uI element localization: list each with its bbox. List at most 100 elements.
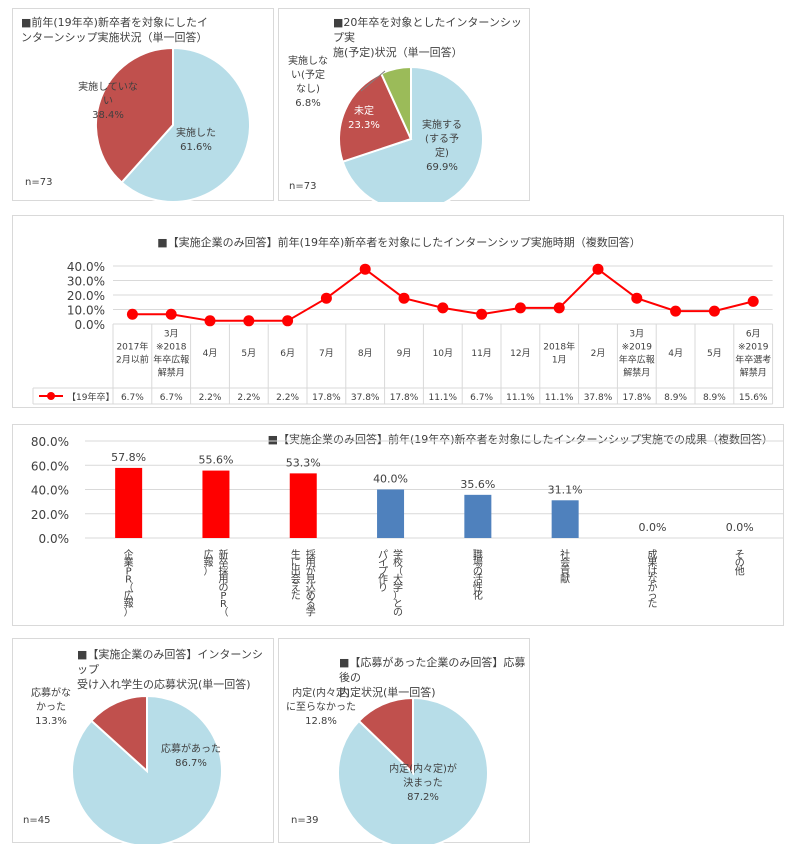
bar-category-char: 作 (378, 574, 388, 586)
line-xtick-label: 2月 (591, 348, 606, 359)
line-table-value: 37.8% (584, 393, 613, 403)
pie4-label-no: 内定(内々定) に至らなかった 12.8% (286, 688, 356, 727)
bar-category-char: そ (735, 549, 745, 561)
line-table-value: 6.7% (470, 393, 493, 403)
pie2-chart (338, 65, 484, 202)
bar-category-char: 貢 (560, 565, 570, 577)
bar-category-char: の (473, 566, 483, 577)
line-table-value: 11.1% (429, 393, 458, 403)
bar-category-char: （ (124, 582, 134, 594)
pie2-slice-0 (341, 65, 484, 202)
bar-category-char: 込 (306, 582, 316, 594)
line-point (204, 315, 216, 327)
bar-category-char: り (378, 582, 388, 594)
bar-category-char: 他 (735, 564, 745, 577)
line-point (670, 305, 682, 317)
pie2-slice-2 (379, 65, 412, 140)
pie4-title: ■【応募があった企業のみ回答】応募後の 内定状況(単一回答) (339, 656, 526, 699)
bar-category-char: （ (393, 565, 403, 577)
line-table-value: 6.7% (160, 393, 183, 403)
bar-ytick-label: 60.0% (31, 459, 69, 473)
bar-category-char: 出 (291, 564, 301, 577)
bar-category-char: 報 (124, 598, 134, 610)
line-xtick-label: 9月 (397, 348, 412, 359)
bar-category-char: に (291, 557, 301, 569)
bar-category-char: た (647, 598, 657, 610)
line-xtick-label: 3月※2019 年卒広報解禁月 (619, 329, 655, 379)
bar-value-label: 40.0% (373, 473, 408, 486)
bar-category-char: パ (378, 549, 388, 561)
line-xtick-label: 8月 (358, 348, 373, 359)
bar-category-char: 報 (203, 557, 213, 569)
line-point (476, 308, 488, 320)
bar-ytick-label: 40.0% (31, 484, 69, 498)
bar-category-char: 学 (306, 605, 316, 618)
bar-category-char: ） (393, 590, 403, 602)
bar-category-char: 性 (473, 581, 483, 594)
bar-category-char: 献 (560, 573, 570, 586)
line-point (631, 292, 643, 304)
bar-category-char: 見 (306, 574, 316, 586)
pie2-title: ■20年卒を対象としたインターンシップ実 施(予定)状況（単一回答） (333, 16, 522, 59)
line-xtick-label: 11月 (471, 348, 491, 359)
pie3-slice-1 (89, 694, 148, 774)
line-point (359, 263, 371, 275)
line-table-value: 11.1% (506, 393, 535, 403)
bar-title: ■【実施企業のみ回答】前年(19年卒)新卒者を対象にしたインターンシップ実施での… (268, 432, 773, 446)
line-legend-marker (47, 392, 55, 400)
pie2-label-undecided: 未定 23.3% (348, 106, 380, 131)
line-table-value: 2.2% (237, 393, 260, 403)
line-table-value: 8.9% (664, 393, 687, 403)
bar-ytick-label: 0.0% (39, 532, 70, 546)
line-point (282, 315, 294, 327)
bar-category-char: の (218, 583, 228, 594)
bar-category-char: ） (124, 606, 134, 618)
bar-panel: ■【実施企業のみ回答】前年(19年卒)新卒者を対象にしたインターンシップ実施での… (12, 424, 784, 626)
bar-mark (551, 500, 579, 538)
pie4-label-yes: 内定(内々定)が 決まった 87.2% (389, 764, 457, 803)
bar-category-char: 採 (306, 548, 316, 561)
line-ytick-label: 10.0% (67, 304, 105, 318)
line-point (437, 302, 449, 314)
line-point (320, 292, 332, 304)
bar-category-char: 化 (473, 589, 483, 602)
bar-value-label: 55.6% (198, 454, 233, 467)
bar-category-char: の (393, 607, 403, 618)
bar-mark (289, 473, 317, 538)
bar-category-char: た (291, 590, 301, 602)
bar-category-char: 職 (473, 549, 483, 561)
line-xtick-label: 2018年 1月 (543, 341, 575, 366)
bar-category-char: 大 (393, 573, 403, 586)
bar-category-char: が (306, 564, 316, 577)
pie1-n: n=73 (25, 177, 53, 188)
pie4-chart (337, 696, 489, 844)
line-table-value: 2.2% (199, 393, 222, 403)
bar-value-label: 53.3% (286, 456, 321, 469)
pie3-slice-0 (71, 694, 223, 844)
bar-category-char: R (125, 575, 132, 586)
pie1-chart (95, 46, 251, 202)
line-ytick-label: 0.0% (75, 318, 106, 332)
line-ytick-label: 40.0% (67, 260, 105, 274)
line-point (708, 305, 720, 317)
bar-category-char: 新 (218, 548, 228, 561)
pie3-chart (71, 694, 223, 844)
bar-value-label: 35.6% (460, 478, 495, 491)
line-xtick-label: 3月※2018 年卒広報解禁月 (153, 329, 189, 379)
line-table-value: 11.1% (545, 393, 574, 403)
bar-category-char: め (306, 590, 316, 602)
bar-category-char: る (306, 598, 316, 610)
bar-category-char: P (126, 566, 132, 577)
bar-category-char: 用 (306, 558, 316, 569)
line-table-value: 17.8% (623, 393, 652, 403)
line-title: ■【実施企業のみ回答】前年(19年卒)新卒者を対象にしたインターンシップ実施時期… (157, 235, 640, 249)
pie1-slice-0 (120, 46, 251, 202)
bar-category-char: と (393, 598, 403, 610)
bar-category-char: え (291, 582, 301, 594)
line-table-value: 37.8% (351, 393, 380, 403)
bar-category-char: 用 (218, 575, 228, 586)
bar-category-char: 社 (560, 548, 570, 561)
bar-ytick-label: 20.0% (31, 508, 69, 522)
pie1-title: ■前年(19年卒)新卒者を対象にしたイ ンターンシップ実施状況（単一回答） (21, 16, 208, 44)
line-chart: ■【実施企業のみ回答】前年(19年卒)新卒者を対象にしたインターンシップ実施時期… (32, 235, 774, 405)
